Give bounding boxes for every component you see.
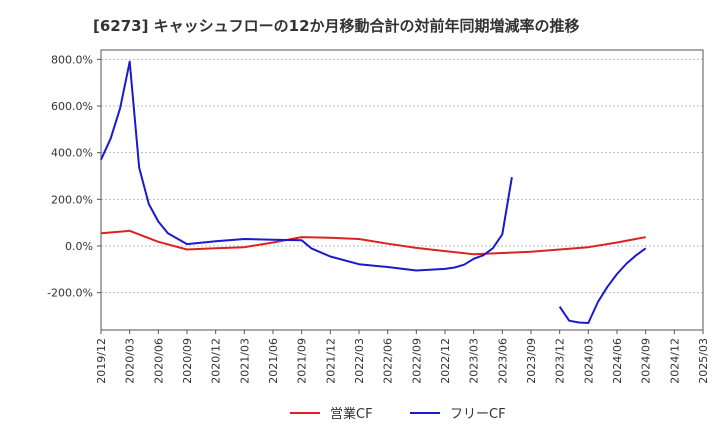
x-tick-label: 2020/12 [210, 338, 223, 384]
x-tick-label: 2025/03 [697, 338, 710, 384]
series-line-free-cf [558, 247, 647, 324]
y-tick-label: -200.0% [47, 287, 93, 300]
x-tick-label: 2024/03 [582, 338, 595, 384]
x-tick-label: 2020/09 [181, 338, 194, 384]
x-axis: 2019/12 2020/03 2020/06 2020/09 2020/12 2021/… [95, 330, 710, 384]
series-layer [100, 60, 647, 324]
x-tick-label: 2021/12 [324, 338, 337, 384]
y-axis: 800.0% 600.0% 400.0% 200.0% 0.0% -200.0% [47, 53, 101, 300]
y-tick-label: 400.0% [51, 147, 93, 160]
x-tick-label: 2023/09 [525, 338, 538, 384]
series-line-free-cf [100, 60, 513, 272]
chart-title: [6273] キャッシュフローの12か月移動合計の対前年同期増減率の推移 [93, 17, 580, 35]
y-tick-label: 0.0% [65, 240, 93, 253]
x-tick-label: 2024/06 [611, 338, 624, 384]
x-tick-label: 2023/06 [496, 338, 509, 384]
x-tick-label: 2021/09 [296, 338, 309, 384]
x-tick-label: 2020/03 [124, 338, 137, 384]
x-tick-label: 2022/09 [410, 338, 423, 384]
x-tick-label: 2021/06 [267, 338, 280, 384]
y-tick-label: 200.0% [51, 193, 93, 206]
x-tick-label: 2023/03 [468, 338, 481, 384]
x-tick-label: 2022/03 [353, 338, 366, 384]
x-tick-label: 2020/06 [152, 338, 165, 384]
x-tick-label: 2021/03 [238, 338, 251, 384]
legend-label-operating-cf: 営業CF [330, 406, 373, 422]
legend-label-free-cf: フリーCF [450, 407, 506, 422]
y-tick-label: 600.0% [51, 100, 93, 113]
legend: 営業CF フリーCF [290, 406, 506, 422]
x-tick-label: 2022/12 [439, 338, 452, 384]
x-tick-label: 2019/12 [95, 338, 108, 384]
x-tick-label: 2022/06 [382, 338, 395, 384]
x-tick-label: 2024/12 [668, 338, 681, 384]
plot-area [100, 49, 704, 331]
series-line-operating-cf [100, 229, 646, 256]
x-tick-label: 2024/09 [640, 338, 653, 384]
y-tick-label: 800.0% [51, 53, 93, 66]
x-tick-label: 2023/12 [554, 338, 567, 384]
plot-frame [100, 49, 704, 331]
